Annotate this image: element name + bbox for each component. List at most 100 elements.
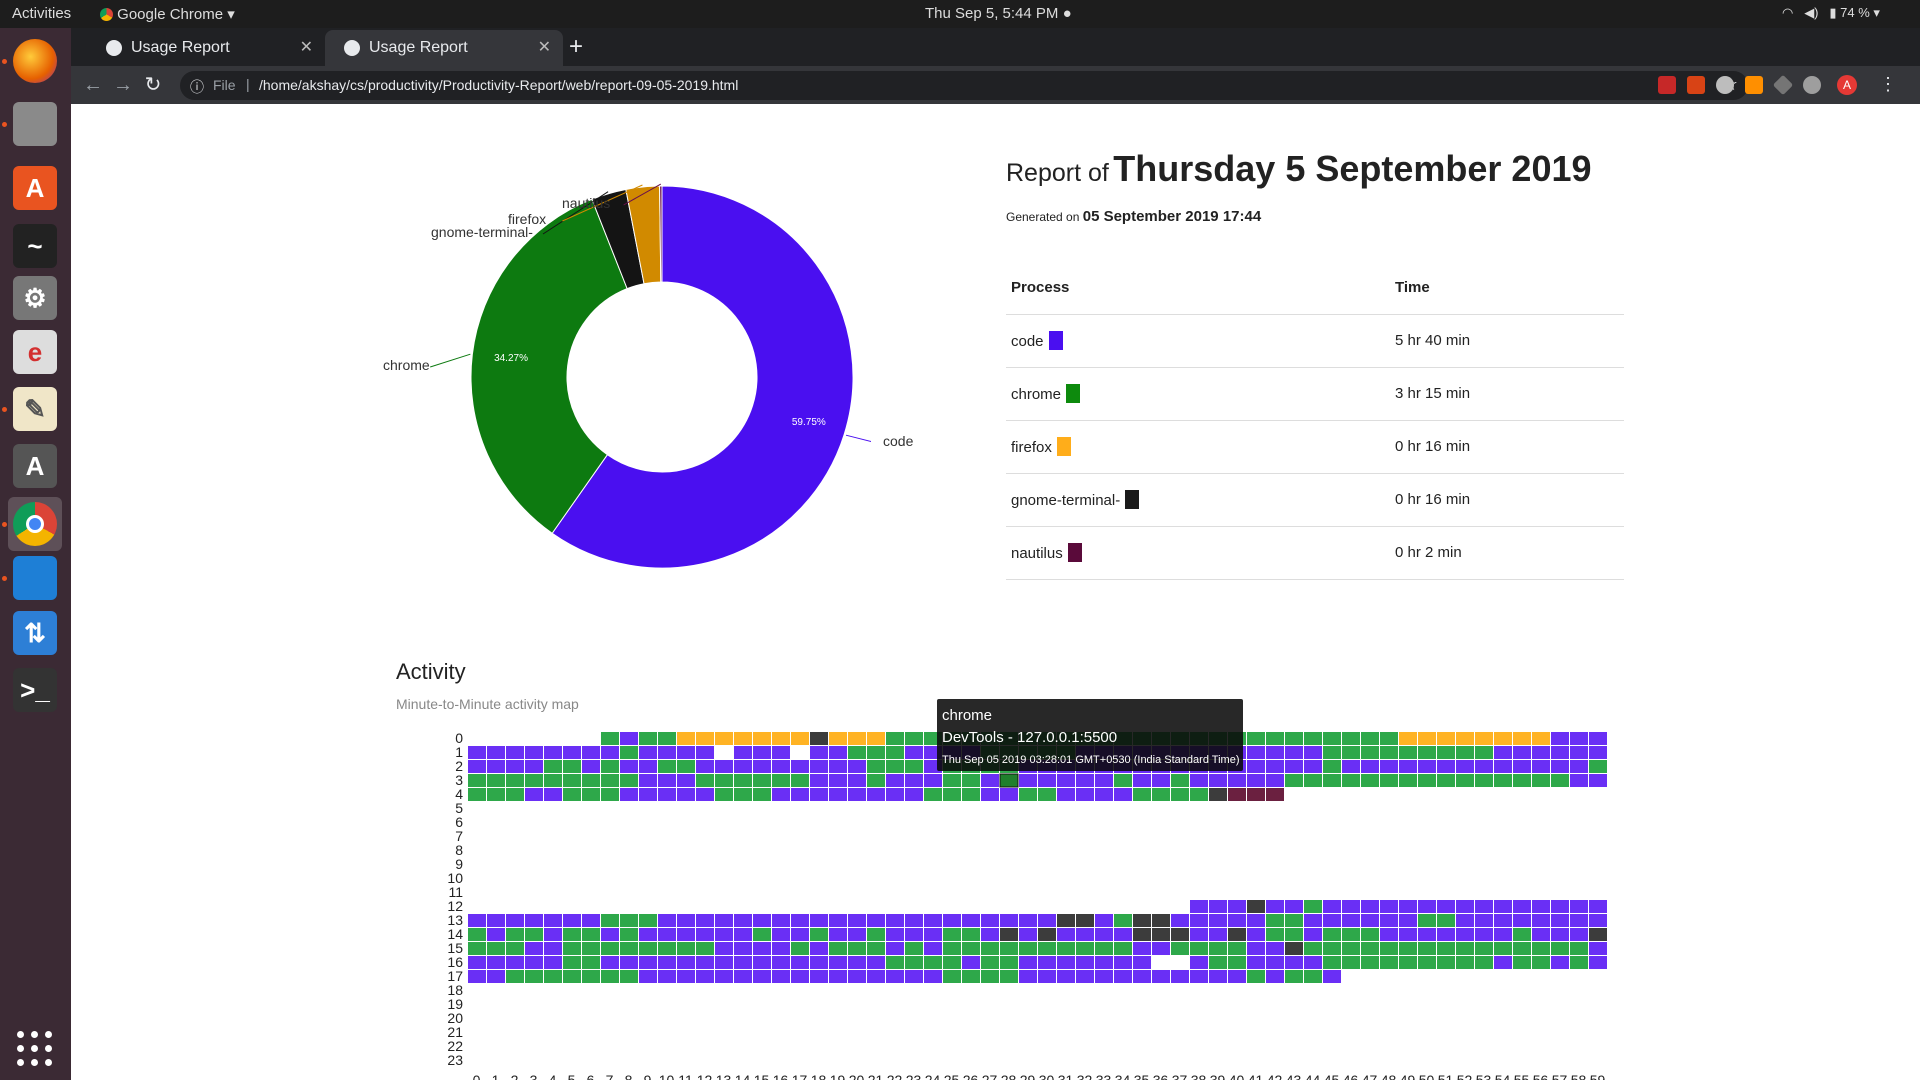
heatmap-cell[interactable] <box>886 928 904 941</box>
heatmap-cell[interactable] <box>1019 956 1037 969</box>
heatmap-cell[interactable] <box>677 774 695 787</box>
heatmap-cell[interactable] <box>1114 774 1132 787</box>
heatmap-cell[interactable] <box>582 746 600 759</box>
heatmap-cell[interactable] <box>753 760 771 773</box>
heatmap-cell[interactable] <box>1323 928 1341 941</box>
heatmap-cell[interactable] <box>506 942 524 955</box>
close-icon[interactable]: ✕ <box>537 39 551 56</box>
heatmap-cell[interactable] <box>1304 746 1322 759</box>
heatmap-cell[interactable] <box>1323 942 1341 955</box>
heatmap-cell[interactable] <box>1361 942 1379 955</box>
heatmap-cell[interactable] <box>1570 760 1588 773</box>
heatmap-cell[interactable] <box>1038 788 1056 801</box>
heatmap-cell[interactable] <box>791 928 809 941</box>
heatmap-cell[interactable] <box>1475 942 1493 955</box>
heatmap-cell[interactable] <box>525 970 543 983</box>
heatmap-cell[interactable] <box>677 746 695 759</box>
forward-button[interactable]: → <box>113 74 133 96</box>
heatmap-cell[interactable] <box>506 788 524 801</box>
heatmap-cell[interactable] <box>1323 732 1341 745</box>
heatmap-cell[interactable] <box>1228 774 1246 787</box>
heatmap-cell[interactable] <box>620 956 638 969</box>
heatmap-cell[interactable] <box>772 760 790 773</box>
heatmap-cell[interactable] <box>1323 746 1341 759</box>
heatmap-cell[interactable] <box>1513 928 1531 941</box>
heatmap-cell[interactable] <box>544 942 562 955</box>
heatmap-cell[interactable] <box>563 942 581 955</box>
heatmap-cell[interactable] <box>601 746 619 759</box>
heatmap-cell[interactable] <box>1095 970 1113 983</box>
heatmap-cell[interactable] <box>715 760 733 773</box>
heatmap-cell[interactable] <box>1152 788 1170 801</box>
heatmap-cell[interactable] <box>1304 914 1322 927</box>
heatmap-cell[interactable] <box>791 732 809 745</box>
heatmap-cell[interactable] <box>943 774 961 787</box>
tab-usage-report-1[interactable]: Usage Report ✕ <box>87 30 325 66</box>
heatmap-cell[interactable] <box>582 942 600 955</box>
heatmap-cell[interactable] <box>1209 788 1227 801</box>
heatmap-cell[interactable] <box>1171 970 1189 983</box>
heatmap-cell[interactable] <box>696 732 714 745</box>
heatmap-cell[interactable] <box>1342 774 1360 787</box>
heatmap-cell[interactable] <box>810 942 828 955</box>
heatmap-cell[interactable] <box>1228 788 1246 801</box>
heatmap-cell[interactable] <box>791 956 809 969</box>
heatmap-cell[interactable] <box>1076 956 1094 969</box>
heatmap-cell[interactable] <box>1361 760 1379 773</box>
heatmap-cell[interactable] <box>943 928 961 941</box>
heatmap-cell[interactable] <box>1266 942 1284 955</box>
heatmap-cell[interactable] <box>1570 914 1588 927</box>
heatmap-cell[interactable] <box>601 732 619 745</box>
heatmap-cell[interactable] <box>886 956 904 969</box>
heatmap-cell[interactable] <box>905 970 923 983</box>
heatmap-cell[interactable] <box>848 956 866 969</box>
heatmap-cell[interactable] <box>772 914 790 927</box>
heatmap-cell[interactable] <box>487 746 505 759</box>
heatmap-cell[interactable] <box>1380 914 1398 927</box>
heatmap-cell[interactable] <box>1456 942 1474 955</box>
software-updater-launcher[interactable]: A <box>8 439 62 493</box>
heatmap-cell[interactable] <box>715 774 733 787</box>
heatmap-cell[interactable] <box>601 788 619 801</box>
heatmap-cell[interactable] <box>753 788 771 801</box>
heatmap-cell[interactable] <box>1247 942 1265 955</box>
heatmap-cell[interactable] <box>658 970 676 983</box>
heatmap-cell[interactable] <box>981 956 999 969</box>
heatmap-cell[interactable] <box>544 746 562 759</box>
heatmap-cell[interactable] <box>905 942 923 955</box>
heatmap-cell[interactable] <box>1171 788 1189 801</box>
heatmap-cell[interactable] <box>734 928 752 941</box>
heatmap-cell[interactable] <box>1437 956 1455 969</box>
heatmap-cell[interactable] <box>1342 746 1360 759</box>
heatmap-cell[interactable] <box>1266 914 1284 927</box>
heatmap-cell[interactable] <box>829 774 847 787</box>
heatmap-cell[interactable] <box>1133 970 1151 983</box>
heatmap-cell[interactable] <box>1266 900 1284 913</box>
heatmap-cell[interactable] <box>1513 914 1531 927</box>
heatmap-cell[interactable] <box>468 928 486 941</box>
heatmap-cell[interactable] <box>1228 914 1246 927</box>
heatmap-cell[interactable] <box>696 788 714 801</box>
heatmap-cell[interactable] <box>1095 914 1113 927</box>
heatmap-cell[interactable] <box>1304 970 1322 983</box>
heatmap-cell[interactable] <box>1038 942 1056 955</box>
heatmap-cell[interactable] <box>753 928 771 941</box>
heatmap-cell[interactable] <box>962 970 980 983</box>
heatmap-cell[interactable] <box>1475 928 1493 941</box>
heatmap-cell[interactable] <box>658 914 676 927</box>
heatmap-cell[interactable] <box>924 942 942 955</box>
heatmap-cell[interactable] <box>1304 774 1322 787</box>
heatmap-cell[interactable] <box>1342 956 1360 969</box>
heatmap-cell[interactable] <box>639 914 657 927</box>
heatmap-cell[interactable] <box>1095 942 1113 955</box>
heatmap-cell[interactable] <box>943 942 961 955</box>
heatmap-cell[interactable] <box>620 732 638 745</box>
heatmap-cell[interactable] <box>1076 928 1094 941</box>
heatmap-cell[interactable] <box>1437 942 1455 955</box>
heatmap-cell[interactable] <box>829 746 847 759</box>
heatmap-cell[interactable] <box>468 956 486 969</box>
heatmap-cell[interactable] <box>886 760 904 773</box>
heatmap-cell[interactable] <box>1076 774 1094 787</box>
heatmap-cell[interactable] <box>810 760 828 773</box>
heatmap-cell[interactable] <box>696 970 714 983</box>
